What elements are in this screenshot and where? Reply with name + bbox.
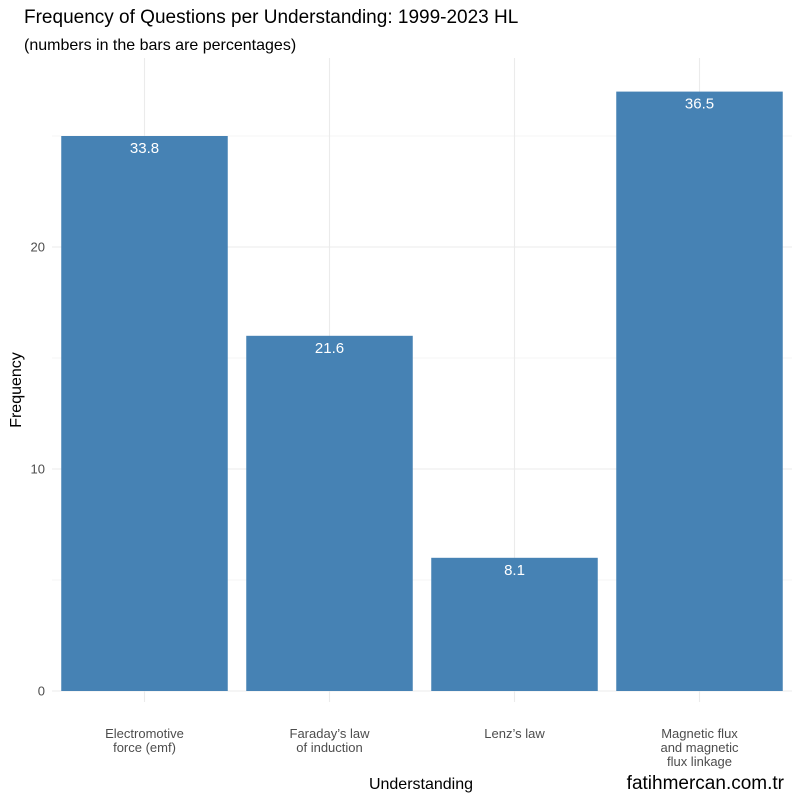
bar <box>246 335 413 691</box>
chart-title: Frequency of Questions per Understanding… <box>24 7 518 28</box>
x-tick-label: Magnetic flux and magnetic flux linkage <box>660 726 739 769</box>
chart-subtitle: (numbers in the bars are percentages) <box>24 37 296 54</box>
bar-labels-group: 33.8 21.6 8.1 36.5 <box>130 96 714 579</box>
y-tick-labels: 0 10 20 <box>31 240 45 699</box>
bar <box>616 91 783 692</box>
y-axis-title: Frequency <box>8 352 25 428</box>
y-tick-label: 0 <box>38 684 45 699</box>
y-tick-label: 20 <box>31 240 45 255</box>
bar-value-label: 36.5 <box>685 96 714 113</box>
x-axis-title: Understanding <box>369 776 473 793</box>
x-tick-label: Faraday’s law of induction <box>290 726 371 755</box>
bar <box>431 557 598 691</box>
watermark-caption: fatihmercan.com.tr <box>627 773 785 794</box>
y-tick-label: 10 <box>31 462 45 477</box>
x-tick-label: Electromotive force (emf) <box>105 726 184 755</box>
x-tick-labels: Electromotive force (emf) Faraday’s law of … <box>105 726 739 769</box>
bar-value-label: 33.8 <box>130 140 159 157</box>
bar-value-label: 21.6 <box>315 340 344 357</box>
x-tick-label: Lenz’s law <box>484 726 545 741</box>
bar <box>61 136 228 691</box>
bar-value-label: 8.1 <box>504 562 525 579</box>
bars-group <box>61 91 783 692</box>
